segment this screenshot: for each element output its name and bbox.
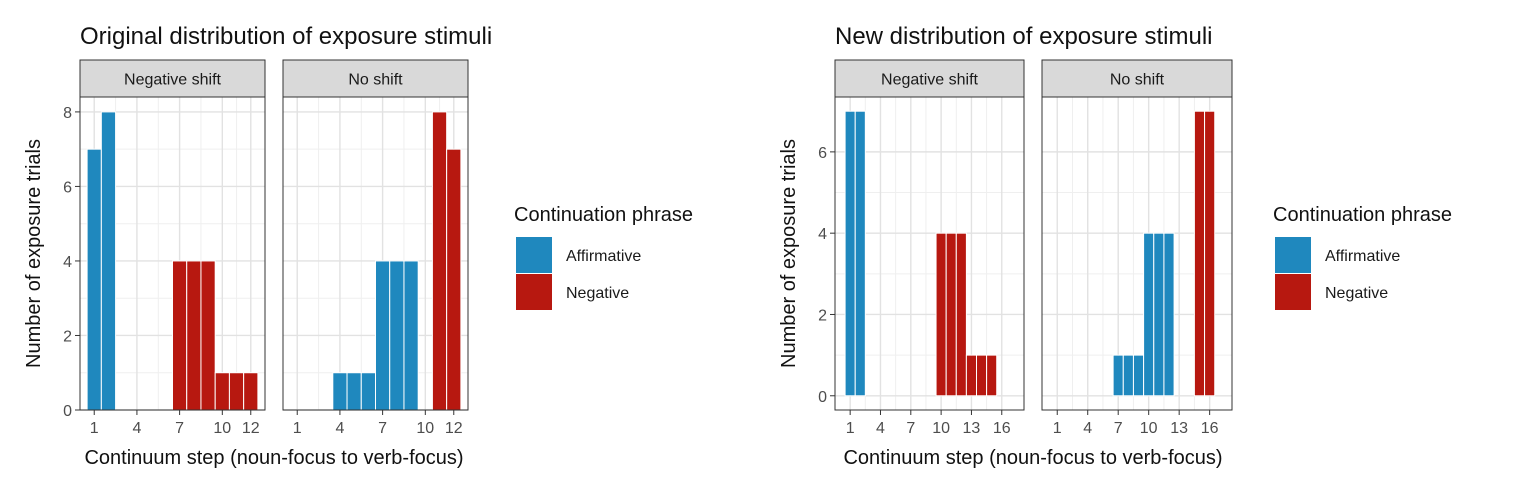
x-tick-label: 7 [378,420,387,437]
legend-title: Continuation phrase [514,204,693,226]
x-tick-label: 7 [175,420,184,437]
x-tick-label: 4 [335,420,344,437]
legend: Continuation phrase Affirmative Negative [1273,204,1452,310]
bar [100,111,117,411]
bar [186,260,202,411]
x-tick-label: 10 [932,420,950,437]
x-tick-label: 12 [242,420,260,437]
bar [172,260,188,411]
bar [360,372,376,411]
x-tick-label: 4 [1083,420,1092,437]
legend-swatch [516,274,552,310]
chart-title: Original distribution of exposure stimul… [80,23,492,50]
bar [1132,354,1145,397]
bar [1143,232,1155,397]
panel-border [834,96,1025,411]
x-tick-label: 16 [1201,420,1219,437]
x-axis-title: Continuum step (noun-focus to verb-focus… [843,447,1222,469]
bar [854,110,866,397]
bar [431,111,448,411]
bar [1122,354,1134,397]
x-tick-label: 10 [416,420,434,437]
y-tick-label: 4 [63,254,72,271]
facet-panel-1: Negative shift 1 4 7 10 12 0 2 4 6 8 [63,59,266,437]
bar [86,148,102,411]
y-tick-label: 2 [818,307,827,324]
panel-border [1041,96,1233,411]
legend-label: Affirmative [566,248,641,265]
bar [243,372,259,411]
chart-1: Original distribution of exposure stimul… [23,23,693,469]
facet-strip [79,59,266,98]
x-tick-label: 1 [846,420,855,437]
facet-panel-2: No shift 1 4 7 10 13 16 [1041,59,1233,437]
legend-label: Affirmative [1325,248,1400,265]
y-tick-label: 8 [63,105,72,122]
chart-title: New distribution of exposure stimuli [835,23,1213,50]
legend-swatch [516,237,552,273]
facet-panel-2: No shift 1 4 7 10 12 [282,59,469,437]
bar [214,372,230,411]
bar [228,372,245,411]
y-tick-label: 0 [63,403,72,420]
bar [375,260,391,411]
bar [986,354,998,397]
x-axis-title: Continuum step (noun-focus to verb-focus… [84,447,463,469]
chart-2: New distribution of exposure stimuli Nega… [778,23,1452,469]
bar [844,110,856,397]
panel-border [79,96,266,411]
x-tick-label: 13 [1170,420,1188,437]
legend-label: Negative [566,285,629,302]
y-tick-label: 4 [818,226,827,243]
bar [945,232,957,397]
x-tick-label: 10 [1140,420,1158,437]
y-tick-label: 2 [63,328,72,345]
bar [965,354,977,397]
legend-title: Continuation phrase [1273,204,1452,226]
y-axis-title: Number of exposure trials [23,139,45,368]
x-tick-label: 7 [906,420,915,437]
x-tick-label: 10 [213,420,231,437]
x-tick-label: 1 [90,420,99,437]
y-tick-label: 6 [818,145,827,162]
y-tick-label: 6 [63,179,72,196]
x-tick-label: 1 [293,420,302,437]
bar [1163,232,1175,397]
facet-label: Negative shift [124,72,221,89]
bar [1112,354,1124,397]
bar [1204,110,1216,397]
facet-label: No shift [348,72,403,89]
legend-swatch [1275,237,1311,273]
facet-label: Negative shift [881,72,978,89]
x-tick-label: 4 [132,420,141,437]
facet-panel-1: Negative shift 1 4 7 10 13 16 0 2 4 6 [818,59,1025,437]
bar [403,260,419,411]
x-tick-label: 16 [993,420,1011,437]
facet-label: No shift [1110,72,1165,89]
bar [955,232,967,397]
bar [446,148,462,411]
bar [346,372,362,411]
y-axis-title: Number of exposure trials [778,139,800,368]
bar [389,260,405,411]
bar [975,354,988,397]
legend: Continuation phrase Affirmative Negative [514,204,693,310]
legend-label: Negative [1325,285,1388,302]
facet-strip [1041,59,1233,98]
panel-border [282,96,469,411]
x-tick-label: 7 [1114,420,1123,437]
x-tick-label: 1 [1053,420,1062,437]
y-tick-label: 0 [818,389,827,406]
bar [200,260,216,411]
x-tick-label: 12 [445,420,463,437]
x-tick-label: 4 [876,420,885,437]
bar [1193,110,1206,397]
bar [1153,232,1165,397]
x-tick-label: 13 [963,420,981,437]
legend-swatch [1275,274,1311,310]
bar [935,232,947,397]
bar [332,372,348,411]
